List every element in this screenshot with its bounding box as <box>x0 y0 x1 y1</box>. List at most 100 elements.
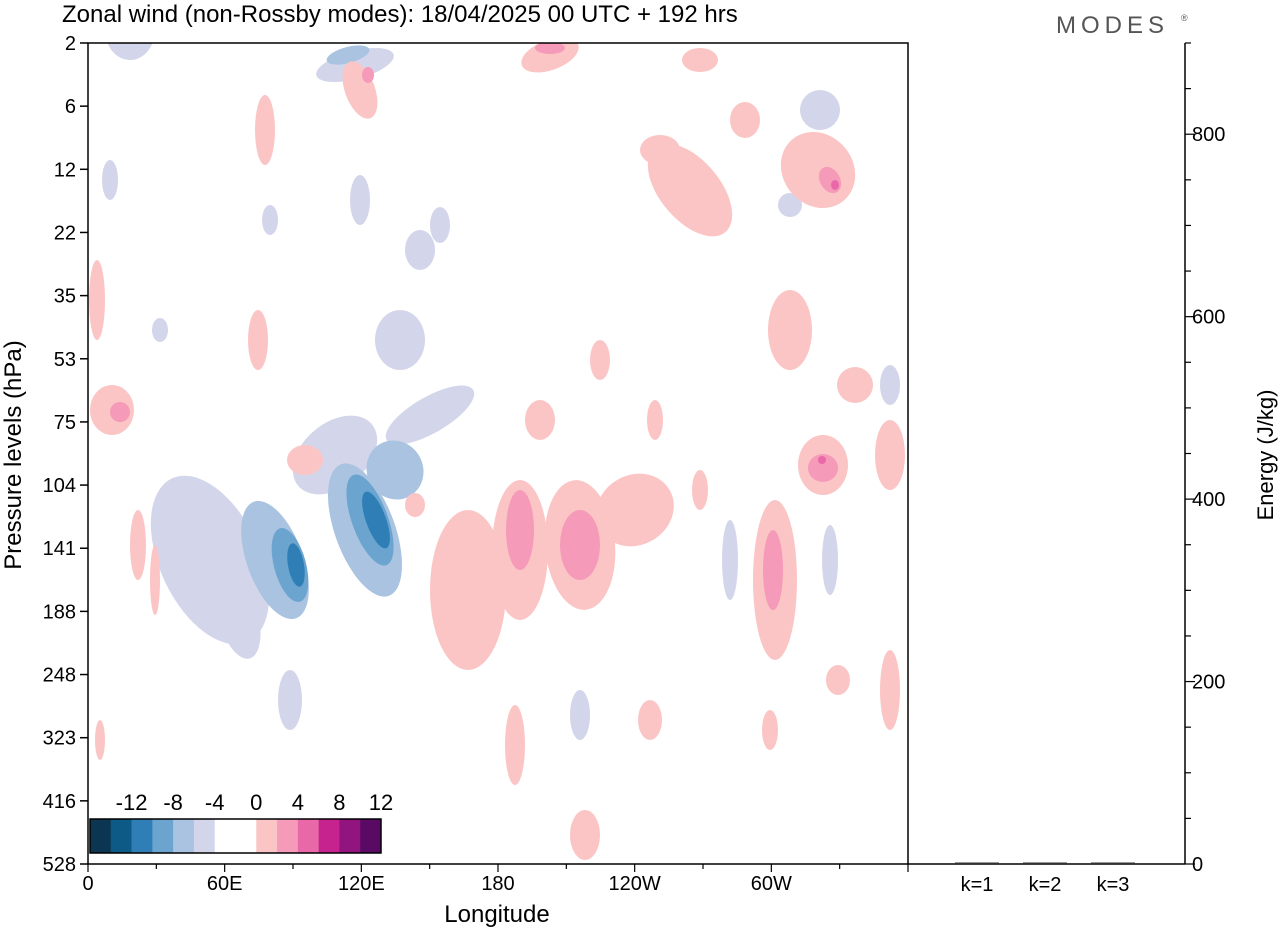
y-tick-label: 6 <box>65 96 76 118</box>
positive-wind-contour <box>808 454 838 482</box>
negative-wind-contour <box>215 571 261 659</box>
colorbar-label: -8 <box>163 790 183 815</box>
positive-wind-contour <box>638 700 662 740</box>
positive-wind-contour <box>430 510 506 670</box>
energy-bar <box>1091 862 1135 864</box>
registered-mark-icon: ® <box>1181 13 1188 23</box>
colorbar-swatch <box>339 819 361 853</box>
colorbar-label: 8 <box>333 790 345 815</box>
colorbar-swatch <box>297 819 319 853</box>
positive-wind-contour <box>150 545 160 615</box>
negative-wind-contour <box>262 205 278 235</box>
y-tick-label: 141 <box>43 538 76 560</box>
energy-category-label: k=3 <box>1097 874 1130 896</box>
colorbar-swatch <box>360 819 382 853</box>
y-tick-label: 35 <box>54 286 76 308</box>
energy-bar <box>1023 862 1067 864</box>
colorbar: -12 -8 -4 0 4 8 12 <box>89 790 393 854</box>
negative-wind-contour <box>278 670 302 730</box>
positive-wind-contour <box>880 650 900 730</box>
negative-wind-contour <box>800 90 840 130</box>
positive-wind-contour <box>525 400 555 440</box>
heatmap-field <box>89 43 905 860</box>
negative-wind-contour <box>385 385 475 445</box>
positive-wind-contour <box>506 490 534 570</box>
negative-wind-contour <box>366 440 424 500</box>
modes-logo: MODES <box>1056 12 1169 39</box>
energy-bar <box>955 862 999 864</box>
positive-wind-contour <box>405 493 425 517</box>
positive-wind-contour <box>535 43 565 54</box>
colorbar-swatch <box>277 819 299 853</box>
negative-wind-contour <box>152 318 168 342</box>
pressure-axis: 2 6 12 22 35 53 75 104 141 188 248 323 416 528 <box>43 33 88 876</box>
y-tick-label: 323 <box>43 728 76 750</box>
energy-category-label: k=1 <box>961 874 994 896</box>
colorbar-swatch <box>256 819 278 853</box>
y-tick-label: 528 <box>43 854 76 876</box>
y-tick-label: 75 <box>54 412 76 434</box>
positive-wind-contour <box>560 510 600 580</box>
negative-wind-contour <box>405 230 435 270</box>
negative-wind-contour <box>375 310 425 370</box>
positive-wind-contour <box>640 135 680 165</box>
colorbar-label: -4 <box>205 790 225 815</box>
positive-wind-contour <box>255 95 275 165</box>
positive-wind-contour <box>570 810 600 860</box>
x-tick-label: 120W <box>609 873 661 895</box>
positive-wind-contour <box>287 445 323 475</box>
colorbar-label: 12 <box>369 790 393 815</box>
positive-wind-contour <box>362 67 374 83</box>
positive-wind-contour <box>763 530 783 610</box>
positive-wind-contour <box>596 473 674 547</box>
colorbar-swatch <box>90 819 112 853</box>
positive-wind-contour <box>647 143 733 237</box>
x-tick-label: 60E <box>207 873 243 895</box>
x-tick-label: 180 <box>481 873 514 895</box>
positive-wind-contour <box>768 290 812 370</box>
energy-tick-label: 200 <box>1192 672 1225 694</box>
y-tick-label: 12 <box>54 159 76 181</box>
colorbar-swatch <box>131 819 153 853</box>
energy-tick-label: 400 <box>1192 489 1225 511</box>
x-axis-label: Longitude <box>444 901 549 928</box>
positive-wind-contour <box>505 705 525 785</box>
energy-tick-label: 800 <box>1192 124 1225 146</box>
negative-wind-contour <box>350 175 370 225</box>
negative-wind-contour <box>430 207 450 243</box>
negative-wind-contour <box>102 160 118 200</box>
positive-wind-contour <box>818 456 826 464</box>
energy-tick-label: 0 <box>1192 854 1203 876</box>
y-tick-label: 22 <box>54 222 76 244</box>
y-tick-label: 248 <box>43 665 76 687</box>
y-axis-label: Pressure levels (hPa) <box>0 340 27 569</box>
positive-wind-contour <box>590 340 610 380</box>
x-tick-label: 120E <box>338 873 385 895</box>
y-tick-label: 2 <box>65 33 76 55</box>
negative-wind-contour <box>362 491 390 549</box>
colorbar-label: 0 <box>250 790 262 815</box>
negative-wind-contour <box>880 365 900 405</box>
positive-wind-contour <box>130 510 146 580</box>
y-tick-label: 416 <box>43 791 76 813</box>
colorbar-swatch <box>152 819 174 853</box>
y-tick-label: 104 <box>43 475 76 497</box>
y-tick-label: 53 <box>54 349 76 371</box>
negative-wind-contour <box>778 193 802 217</box>
colorbar-swatch <box>235 819 257 853</box>
negative-wind-contour <box>570 690 590 740</box>
energy-category-label: k=2 <box>1029 874 1062 896</box>
colorbar-swatch <box>214 819 236 853</box>
negative-wind-contour <box>326 45 370 65</box>
positive-wind-contour <box>521 43 579 73</box>
colorbar-swatch <box>173 819 195 853</box>
longitude-axis: 0 60E 120E 180 120W 60W <box>82 864 909 895</box>
negative-wind-contour <box>722 520 738 600</box>
positive-wind-contour <box>647 400 663 440</box>
energy-axis-label: Energy (J/kg) <box>1253 390 1278 521</box>
negative-wind-contour <box>107 43 153 60</box>
positive-wind-contour <box>682 48 718 72</box>
positive-wind-contour <box>730 102 760 138</box>
colorbar-label: 4 <box>292 790 304 815</box>
